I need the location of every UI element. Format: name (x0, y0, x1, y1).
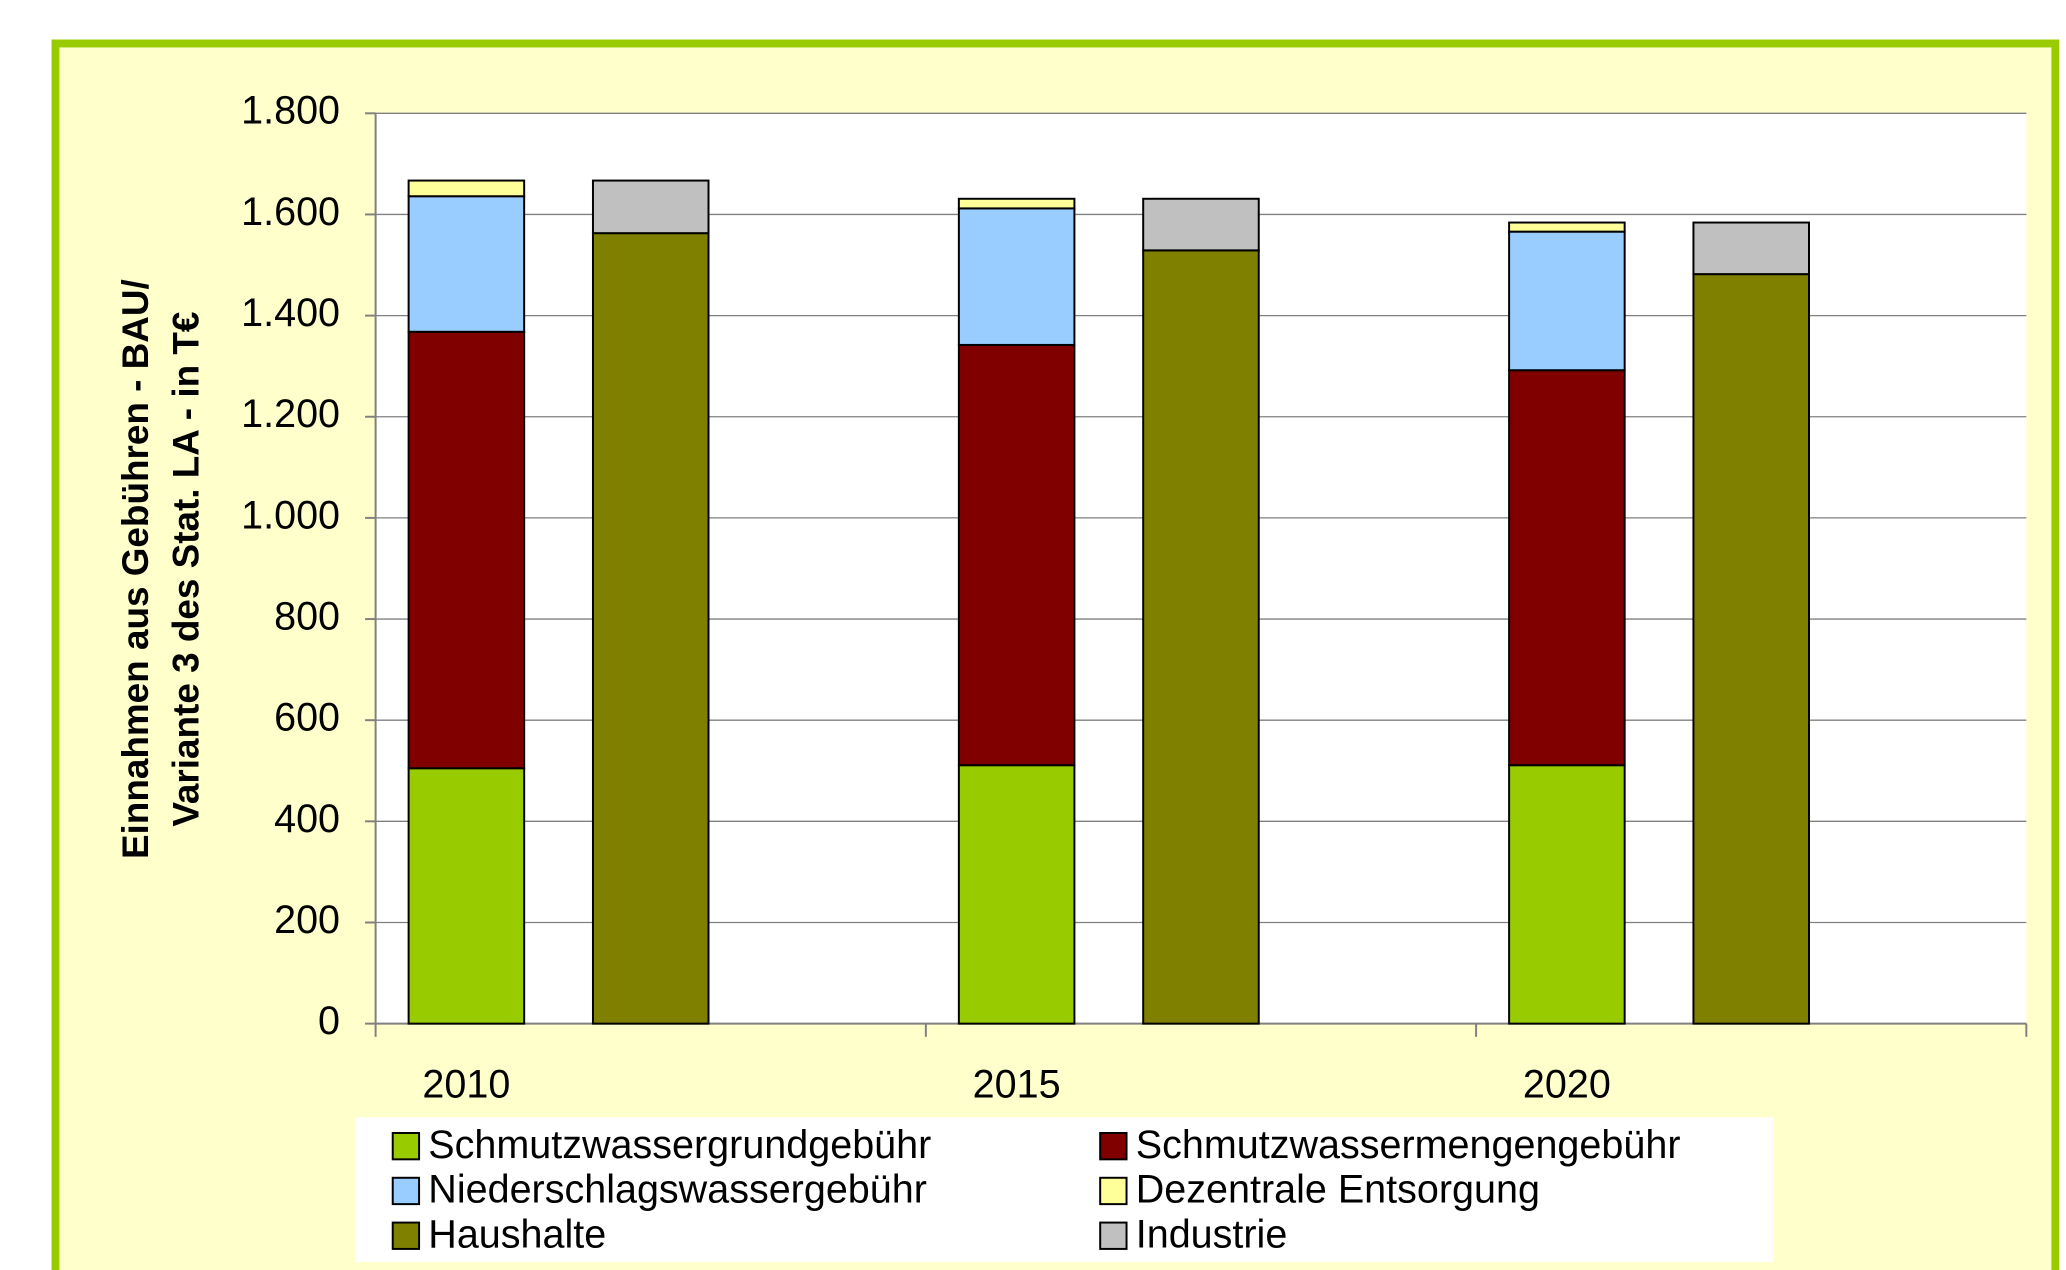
bar-segment (1692, 273, 1810, 1025)
bar-segment (1142, 249, 1260, 1025)
bar-segment (957, 197, 1076, 210)
legend-swatch (1099, 1221, 1128, 1250)
y-tick-label: 0 (318, 999, 340, 1043)
legend-swatch (1099, 1176, 1128, 1206)
bar-segment (1142, 197, 1260, 252)
y-axis-label: Einnahmen aus Gebühren - BAU/ (115, 279, 156, 859)
legend-swatch (391, 1221, 421, 1250)
legend-swatch (391, 1176, 421, 1206)
bar-segment (1692, 221, 1810, 276)
bar-segment (407, 330, 526, 770)
legend-label: Haushalte (428, 1213, 606, 1257)
y-tick-label: 1.200 (241, 392, 340, 436)
bar-segment (407, 195, 526, 333)
y-tick-label: 800 (274, 594, 340, 638)
legend-label: Schmutzwassergrundgebühr (428, 1123, 931, 1167)
legend-label: Dezentrale Entsorgung (1136, 1168, 1540, 1212)
legend-swatch (1099, 1131, 1128, 1161)
x-tick-label: 2015 (973, 1062, 1061, 1106)
bar-segment (1508, 230, 1626, 372)
y-tick-label: 1.800 (241, 89, 340, 133)
bar-segment (957, 764, 1076, 1025)
bar-segment (1508, 221, 1626, 233)
y-axis-label: Variante 3 des Stat. LA - in T€ (165, 312, 206, 827)
bar-segment (1508, 369, 1626, 767)
legend (355, 1117, 1774, 1263)
x-tick-label: 2020 (1523, 1062, 1611, 1106)
y-tick-label: 1.000 (241, 493, 340, 537)
y-tick-label: 600 (274, 696, 340, 740)
bar-segment (591, 232, 710, 1025)
legend-label: Industrie (1136, 1213, 1288, 1257)
y-tick-label: 1.600 (241, 190, 340, 234)
legend-label: Niederschlagswassergebühr (428, 1168, 927, 1212)
y-tick-label: 400 (274, 797, 340, 841)
bar-segment (591, 179, 710, 235)
plot: 0 200 400 600 800 1.000 1.200 1.400 1.600 1.800 20… (241, 89, 2028, 1257)
bar-segment (407, 179, 526, 198)
legend-swatch (391, 1131, 421, 1161)
y-tick-label: 200 (274, 898, 340, 942)
y-tick-label: 1.400 (241, 291, 340, 335)
legend-label: Schmutzwassermengengebühr (1136, 1123, 1681, 1167)
x-tick-label: 2010 (422, 1062, 510, 1106)
bar-segment (1508, 764, 1626, 1025)
bar-segment (957, 343, 1076, 767)
bar-segment (957, 207, 1076, 346)
bar-segment (407, 767, 526, 1025)
